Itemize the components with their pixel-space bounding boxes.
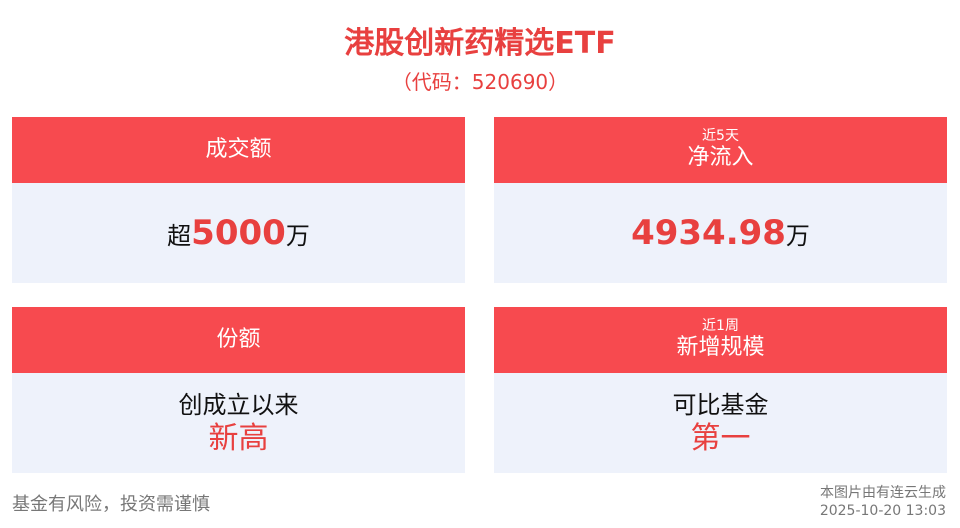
card-header: 近1周 新增规模 [494, 307, 947, 373]
value: 4934.98 [631, 213, 786, 253]
card-header: 近5天 净流入 [494, 117, 947, 183]
value-line: 可比基金 [672, 391, 769, 419]
card-label: 份额 [216, 327, 261, 352]
unit: 万 [785, 222, 810, 250]
card: 份额 创成立以来 新高 [12, 307, 465, 473]
card-period: 近5天 [702, 128, 739, 144]
card-body: 可比基金 第一 [494, 373, 947, 473]
title: 港股创新药精选ETF [344, 26, 616, 61]
card-label: 成交额 [205, 137, 272, 162]
footer-info: 本图片由有连云生成 2025-10-20 13:03 [820, 484, 946, 520]
card-body: 创成立以来 新高 [12, 373, 465, 473]
card-header: 成交额 [12, 117, 465, 183]
generator: 本图片由有连云生成 [820, 485, 946, 501]
card-label: 净流入 [687, 145, 754, 170]
card: 近5天 净流入 4934.98 万 [494, 117, 947, 283]
value-highlight: 新高 [208, 421, 269, 456]
card: 近1周 新增规模 可比基金 第一 [494, 307, 947, 473]
card-body: 超 5000 万 [12, 183, 465, 283]
value: 5000 [191, 213, 286, 253]
timestamp: 2025-10-20 13:03 [819, 503, 946, 519]
value-highlight: 第一 [690, 421, 751, 456]
card-header: 份额 [12, 307, 465, 373]
unit: 万 [285, 222, 310, 250]
disclaimer: 基金有风险，投资需谨慎 [12, 494, 210, 515]
card-label: 新增规模 [676, 335, 765, 360]
value-line: 创成立以来 [178, 391, 299, 419]
card-period: 近1周 [702, 318, 739, 334]
card: 成交额 超 5000 万 [12, 117, 465, 283]
card-body: 4934.98 万 [494, 183, 947, 283]
prefix: 超 [167, 222, 192, 250]
subtitle: （代码：520690） [391, 70, 569, 94]
